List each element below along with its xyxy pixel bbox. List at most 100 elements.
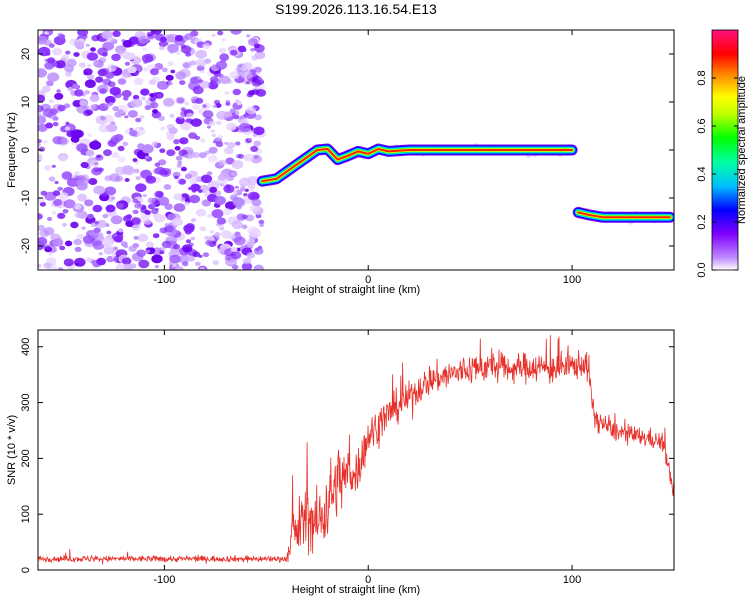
noise-blob [162, 67, 168, 73]
noise-blob [92, 240, 105, 250]
noise-blob [38, 197, 45, 203]
colorbar-tick-label: 0.6 [696, 118, 708, 133]
noise-blob [247, 226, 259, 236]
noise-blob [230, 171, 237, 177]
noise-blob [60, 137, 69, 145]
noise-blob [250, 47, 256, 52]
noise-blob [100, 116, 106, 121]
noise-blob [146, 31, 153, 37]
noise-blob [199, 267, 206, 270]
noise-blob [253, 126, 265, 136]
noise-blob [219, 53, 230, 61]
noise-blob [59, 34, 66, 39]
noise-blob [131, 217, 141, 225]
noise-blob [133, 168, 140, 174]
noise-blob [115, 263, 125, 270]
noise-blob [103, 246, 115, 255]
x-tick-label: 0 [365, 274, 371, 286]
noise-blob [245, 80, 251, 85]
noise-blob [124, 115, 129, 119]
noise-blob [104, 103, 109, 107]
noise-blob [197, 189, 203, 193]
noise-blob [163, 97, 175, 107]
noise-blob [249, 188, 254, 192]
noise-blob [142, 194, 147, 198]
noise-blob [178, 178, 187, 185]
noise-blob [44, 61, 55, 70]
noise-blob [116, 202, 124, 209]
noise-blob [149, 93, 155, 98]
noise-blob [152, 233, 160, 239]
noise-blob [240, 70, 253, 80]
noise-blob [85, 43, 90, 47]
noise-blob [220, 224, 224, 228]
noise-blob [223, 184, 235, 194]
noise-blob [195, 49, 208, 59]
noise-blob [250, 192, 260, 200]
noise-blob [123, 96, 129, 101]
noise-blob [151, 141, 159, 147]
noise-blob [44, 165, 52, 171]
noise-blob [218, 47, 227, 54]
noise-blob [226, 122, 237, 131]
noise-blob [58, 154, 68, 162]
noise-blob [135, 183, 147, 193]
noise-blob [97, 84, 109, 94]
noise-blob [127, 110, 138, 118]
noise-blob [202, 110, 214, 119]
colorbar-tick-label: 0.4 [696, 166, 708, 181]
noise-blob [41, 85, 51, 93]
noise-blob [222, 208, 232, 216]
noise-blob [159, 227, 168, 234]
noise-blob [202, 252, 210, 258]
noise-blob [224, 91, 230, 95]
noise-blob [44, 244, 51, 250]
noise-blob [72, 83, 79, 89]
noise-blob [253, 140, 262, 147]
noise-blob [81, 226, 86, 230]
noise-blob [207, 213, 213, 218]
noise-blob [139, 115, 145, 119]
noise-blob [105, 204, 116, 213]
noise-blob [132, 94, 140, 100]
noise-blob [239, 186, 246, 192]
noise-blob [169, 113, 175, 118]
noise-blob [66, 58, 77, 67]
noise-blob [147, 197, 156, 204]
noise-blob [132, 209, 138, 214]
noise-blob [38, 116, 47, 124]
noise-blob [216, 217, 227, 225]
noise-blob [156, 93, 162, 98]
noise-blob [89, 94, 100, 102]
noise-blob [182, 244, 193, 253]
noise-blob [226, 232, 236, 240]
noise-blob [39, 229, 50, 238]
noise-blob [61, 171, 73, 180]
noise-blob [224, 146, 234, 155]
noise-blob [152, 213, 159, 218]
noise-blob [48, 176, 56, 182]
noise-blob [44, 31, 49, 35]
noise-blob [38, 139, 42, 144]
noise-blob [87, 133, 92, 137]
noise-blob [48, 252, 53, 256]
noise-blob [106, 36, 115, 44]
noise-blob [73, 238, 82, 246]
noise-blob [70, 221, 79, 229]
noise-blob [104, 95, 116, 105]
noise-blob [129, 129, 138, 137]
noise-blob [93, 227, 101, 233]
noise-blob [157, 196, 170, 206]
noise-blob [226, 256, 232, 261]
noise-blob [87, 213, 94, 220]
noise-blob [167, 43, 179, 53]
noise-blob [189, 76, 199, 84]
noise-blob [216, 120, 222, 125]
noise-blob [180, 166, 187, 172]
noise-blob [249, 204, 261, 213]
noise-blob [132, 243, 139, 248]
noise-blob [110, 65, 117, 70]
noise-blob [38, 123, 48, 132]
snr-ticks: -100 0 100 0 100 200 300 400 [20, 330, 674, 586]
